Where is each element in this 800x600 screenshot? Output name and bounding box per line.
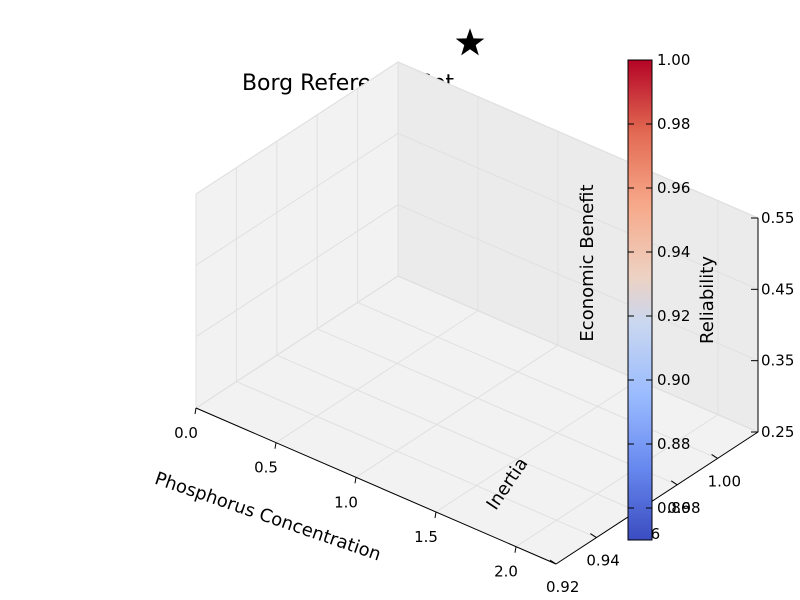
colorbar-label: Reliability (697, 256, 718, 344)
ideal-point-star-icon (455, 28, 485, 56)
z-tick-label: 0.35 (761, 352, 794, 370)
colorbar-gradient (627, 59, 653, 541)
x-tick-label: 0.5 (254, 459, 278, 477)
x-tick (514, 546, 517, 553)
y-tick (711, 453, 718, 459)
x-axis-line (195, 407, 557, 565)
colorbar-tick-label: 0.90 (657, 371, 690, 389)
y-tick-label: 0.98 (667, 499, 700, 517)
x-tick-label: 0.0 (174, 424, 198, 442)
x-tick (274, 442, 277, 449)
colorbar-tick-label: 0.96 (657, 179, 690, 197)
colorbar-tick-label: 0.92 (657, 307, 690, 325)
z-tick-label: 0.25 (761, 423, 794, 441)
y-tick-label: 1.00 (708, 472, 741, 490)
colorbar-tick-label: 0.86 (657, 499, 690, 517)
x-tick-label: 1.0 (334, 493, 358, 511)
z-tick-label: 0.55 (761, 209, 794, 227)
x-tick (354, 477, 357, 484)
star-marker (455, 28, 485, 56)
z-tick-label: 0.45 (761, 280, 794, 298)
x-tick (434, 511, 437, 519)
y-axis-line (555, 431, 759, 565)
y-tick-label: 0.94 (586, 552, 619, 570)
colorbar-tick-label: 0.98 (657, 115, 690, 133)
x-tick-label: 1.5 (414, 528, 438, 546)
axes-panes (194, 61, 760, 565)
x-axis-label: Phosphorus Concentration (152, 468, 384, 565)
colorbar-tick-label: 0.88 (657, 435, 690, 453)
x-tick (194, 407, 197, 415)
z-axis-label: Economic Benefit (577, 184, 598, 341)
axis-lines (195, 218, 759, 565)
y-tick (590, 533, 597, 539)
y-tick (549, 559, 557, 565)
colorbar-tick-label: 1.00 (657, 51, 690, 69)
y-tick (670, 480, 678, 486)
x-tick-label: 2.0 (494, 563, 518, 581)
colorbar: 0.86 0.88 0.90 0.92 0.94 0.96 0.98 1.00 Reliabi… (627, 51, 718, 541)
colorbar-tick-label: 0.94 (657, 243, 690, 261)
y-tick-label: 0.92 (546, 578, 579, 596)
